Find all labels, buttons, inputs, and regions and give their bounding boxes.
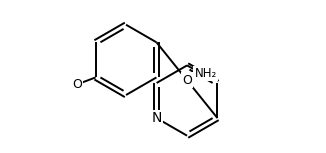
Text: O: O — [72, 78, 82, 91]
Text: N: N — [151, 111, 162, 125]
Text: O: O — [182, 74, 192, 87]
Text: NH₂: NH₂ — [194, 67, 217, 80]
